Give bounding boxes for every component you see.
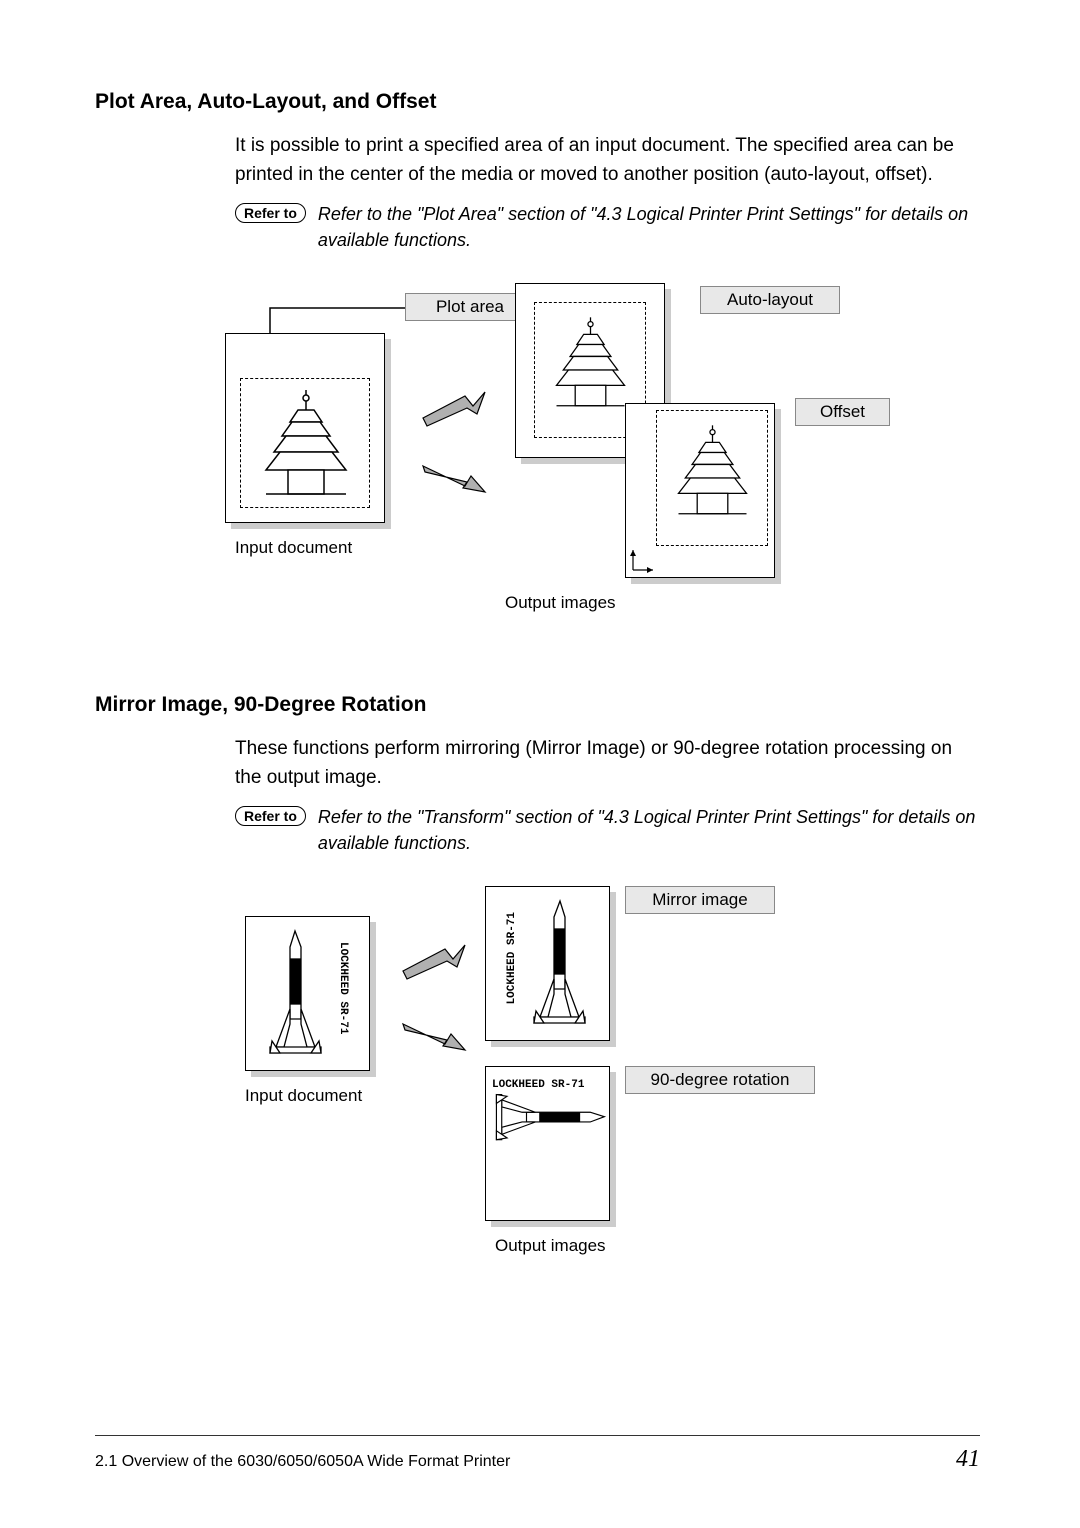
rocket-label-mirror: LOCKHEED SR-71 (506, 912, 518, 1004)
refer-text-2: Refer to the "Transform" section of "4.3… (318, 804, 980, 856)
transition-arrow-up-2 (395, 941, 475, 981)
rocket-icon (268, 929, 323, 1059)
refer-text-1: Refer to the "Plot Area" section of "4.3… (318, 201, 980, 253)
label-mirror: Mirror image (625, 886, 775, 914)
caption-output-2: Output images (495, 1236, 606, 1256)
input2-paper: LOCKHEED SR-71 (245, 916, 370, 1071)
transition-arrow-up (415, 388, 495, 428)
rocket-icon-mirror (532, 899, 587, 1029)
refer-row-1: Refer to Refer to the "Plot Area" sectio… (235, 201, 980, 253)
caption-input-1: Input document (235, 538, 352, 558)
transition-arrow-down-2 (395, 1016, 475, 1056)
figure-2: LOCKHEED SR-71 Input document L (215, 886, 980, 1266)
transition-arrow-down (415, 458, 495, 498)
caption-input-2: Input document (245, 1086, 362, 1106)
heading-mirror: Mirror Image, 90-Degree Rotation (95, 693, 980, 717)
rocket-label-input: LOCKHEED SR-71 (337, 942, 349, 1034)
figure-1: Plot area Input doc (215, 283, 980, 633)
page-number: 41 (956, 1446, 980, 1473)
page-footer: 2.1 Overview of the 6030/6050/6050A Wide… (95, 1435, 980, 1473)
offset-arrows-icon (628, 545, 658, 575)
label-offset: Offset (795, 398, 890, 426)
section-mirror: Mirror Image, 90-Degree Rotation These f… (95, 693, 980, 1266)
heading-plot-area: Plot Area, Auto-Layout, and Offset (95, 90, 980, 114)
pagoda-icon-offset (670, 420, 755, 525)
body-plot-area: It is possible to print a specified area… (235, 132, 980, 189)
mirror-paper: LOCKHEED SR-71 (485, 886, 610, 1041)
pagoda-icon (256, 388, 356, 503)
caption-output-1: Output images (505, 593, 616, 613)
body-mirror: These functions perform mirroring (Mirro… (235, 735, 980, 792)
offset-paper (625, 403, 775, 578)
input-paper (225, 333, 385, 523)
section-plot-area: Plot Area, Auto-Layout, and Offset It is… (95, 90, 980, 633)
label-rotation: 90-degree rotation (625, 1066, 815, 1094)
rot-paper: LOCKHEED SR-71 (485, 1066, 610, 1221)
rocket-label-rot: LOCKHEED SR-71 (492, 1079, 584, 1091)
refer-badge-1: Refer to (235, 203, 306, 223)
label-auto-layout: Auto-layout (700, 286, 840, 314)
pagoda-icon-auto (548, 312, 633, 417)
footer-section-ref: 2.1 Overview of the 6030/6050/6050A Wide… (95, 1453, 510, 1471)
rocket-icon-rotated (492, 1093, 607, 1143)
refer-row-2: Refer to Refer to the "Transform" sectio… (235, 804, 980, 856)
refer-badge-2: Refer to (235, 806, 306, 826)
